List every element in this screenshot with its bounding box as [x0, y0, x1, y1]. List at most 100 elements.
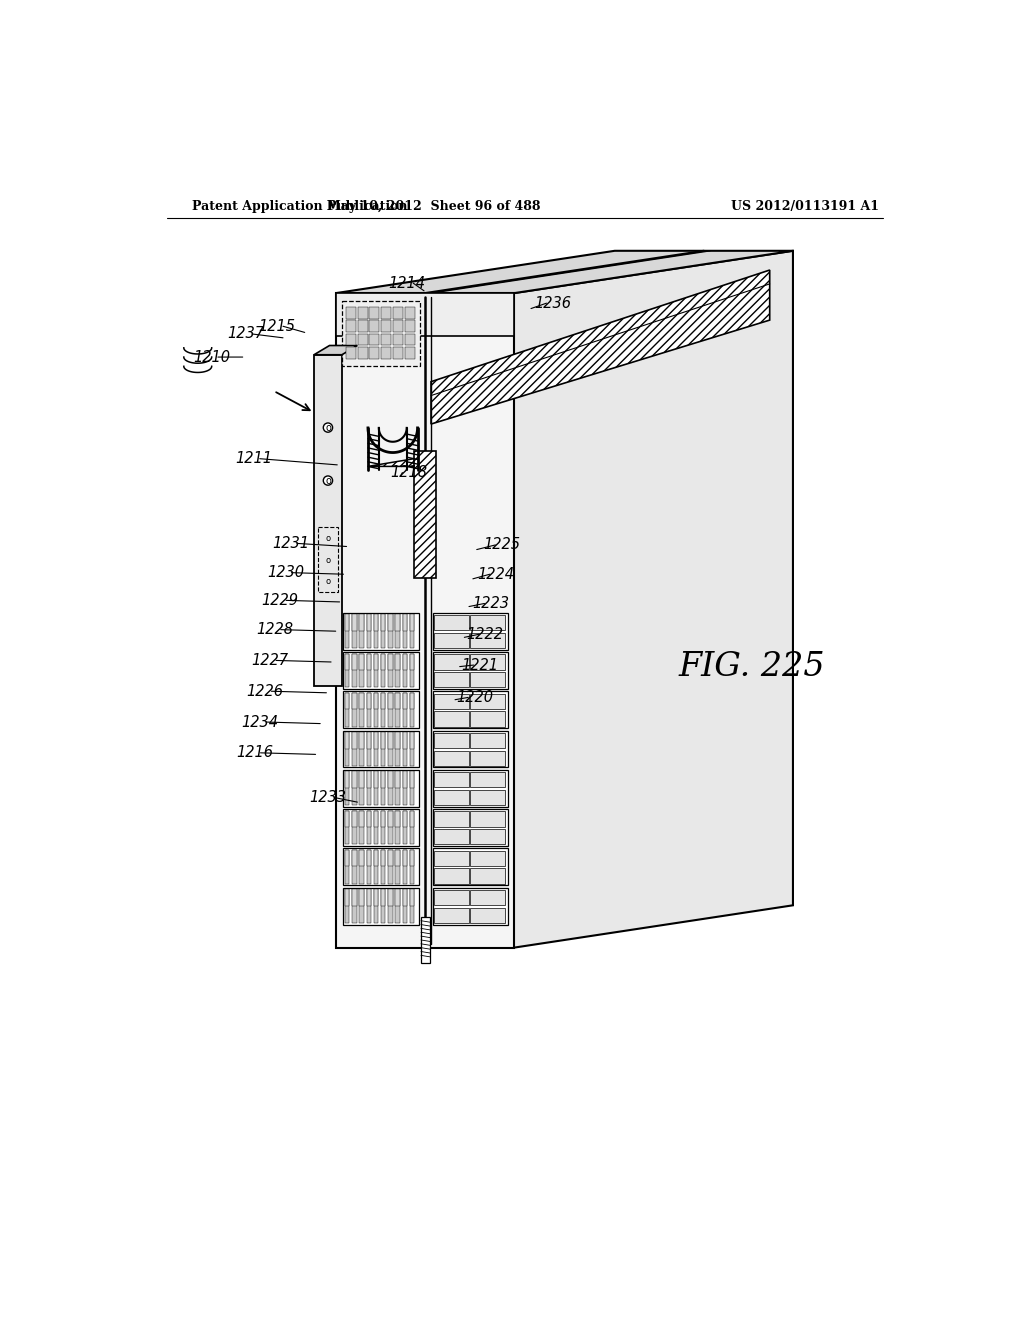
Bar: [470, 672, 505, 688]
Bar: [470, 829, 505, 845]
Bar: [404, 308, 415, 318]
Bar: [357, 347, 368, 359]
Bar: [374, 771, 378, 788]
Bar: [343, 652, 419, 689]
Bar: [434, 733, 469, 748]
Bar: [374, 771, 378, 805]
Bar: [345, 614, 349, 631]
Bar: [352, 653, 356, 671]
Bar: [367, 850, 371, 866]
Bar: [336, 293, 514, 948]
Bar: [388, 693, 392, 709]
Bar: [410, 693, 414, 726]
Bar: [345, 810, 349, 845]
Bar: [345, 810, 349, 828]
Bar: [367, 850, 371, 884]
Bar: [359, 850, 364, 884]
Bar: [470, 908, 505, 923]
Bar: [345, 733, 349, 766]
Bar: [434, 789, 469, 805]
Bar: [374, 733, 378, 748]
Bar: [410, 850, 414, 866]
Bar: [395, 693, 399, 709]
Bar: [345, 771, 349, 788]
Bar: [402, 771, 407, 805]
Bar: [374, 653, 378, 688]
Text: 1214: 1214: [388, 276, 426, 290]
Bar: [381, 693, 385, 709]
Bar: [352, 810, 356, 828]
Bar: [470, 632, 505, 648]
Bar: [346, 321, 356, 333]
Bar: [346, 347, 356, 359]
Text: 1211: 1211: [236, 451, 272, 466]
Bar: [345, 850, 349, 866]
Text: 1228: 1228: [256, 622, 293, 638]
Bar: [470, 812, 505, 826]
Bar: [388, 771, 392, 788]
Bar: [434, 632, 469, 648]
Bar: [402, 614, 407, 631]
Bar: [404, 347, 415, 359]
Bar: [367, 890, 371, 923]
Bar: [381, 850, 385, 884]
Bar: [359, 653, 364, 671]
Bar: [345, 850, 349, 884]
Text: 1223: 1223: [472, 595, 509, 611]
Bar: [395, 693, 399, 726]
Bar: [404, 321, 415, 333]
Bar: [381, 653, 385, 671]
Text: US 2012/0113191 A1: US 2012/0113191 A1: [731, 199, 879, 213]
Bar: [367, 614, 371, 648]
Bar: [410, 693, 414, 709]
Bar: [367, 653, 371, 671]
Bar: [395, 771, 399, 788]
Bar: [345, 890, 349, 923]
Bar: [470, 789, 505, 805]
Bar: [343, 730, 419, 767]
Bar: [343, 612, 419, 649]
Bar: [352, 850, 356, 884]
Text: o: o: [326, 577, 331, 586]
Text: 1225: 1225: [483, 537, 520, 553]
Bar: [374, 890, 378, 923]
Bar: [410, 890, 414, 923]
Bar: [359, 693, 364, 726]
Bar: [352, 733, 356, 766]
Bar: [410, 653, 414, 671]
Bar: [414, 451, 435, 578]
Bar: [410, 653, 414, 688]
Circle shape: [324, 422, 333, 432]
Bar: [367, 614, 371, 631]
Text: Patent Application Publication: Patent Application Publication: [191, 199, 408, 213]
Bar: [352, 733, 356, 748]
Bar: [381, 347, 391, 359]
Bar: [374, 850, 378, 884]
Bar: [434, 672, 469, 688]
Bar: [388, 890, 392, 923]
Bar: [352, 850, 356, 866]
Text: 1233: 1233: [309, 789, 346, 805]
Bar: [432, 730, 508, 767]
Bar: [374, 890, 378, 906]
Circle shape: [324, 477, 333, 486]
Bar: [381, 890, 385, 906]
Bar: [374, 733, 378, 766]
Text: 1210: 1210: [194, 350, 230, 364]
Bar: [432, 849, 508, 886]
Bar: [343, 809, 419, 846]
Text: 1220: 1220: [456, 690, 493, 705]
Bar: [395, 614, 399, 631]
Bar: [388, 614, 392, 631]
Bar: [367, 653, 371, 688]
Bar: [470, 615, 505, 631]
Bar: [393, 308, 403, 318]
Text: o: o: [326, 535, 331, 543]
Bar: [402, 693, 407, 709]
Bar: [410, 614, 414, 631]
Bar: [359, 614, 364, 631]
Bar: [345, 653, 349, 688]
Bar: [367, 771, 371, 788]
Text: o: o: [325, 422, 331, 433]
Bar: [352, 890, 356, 923]
